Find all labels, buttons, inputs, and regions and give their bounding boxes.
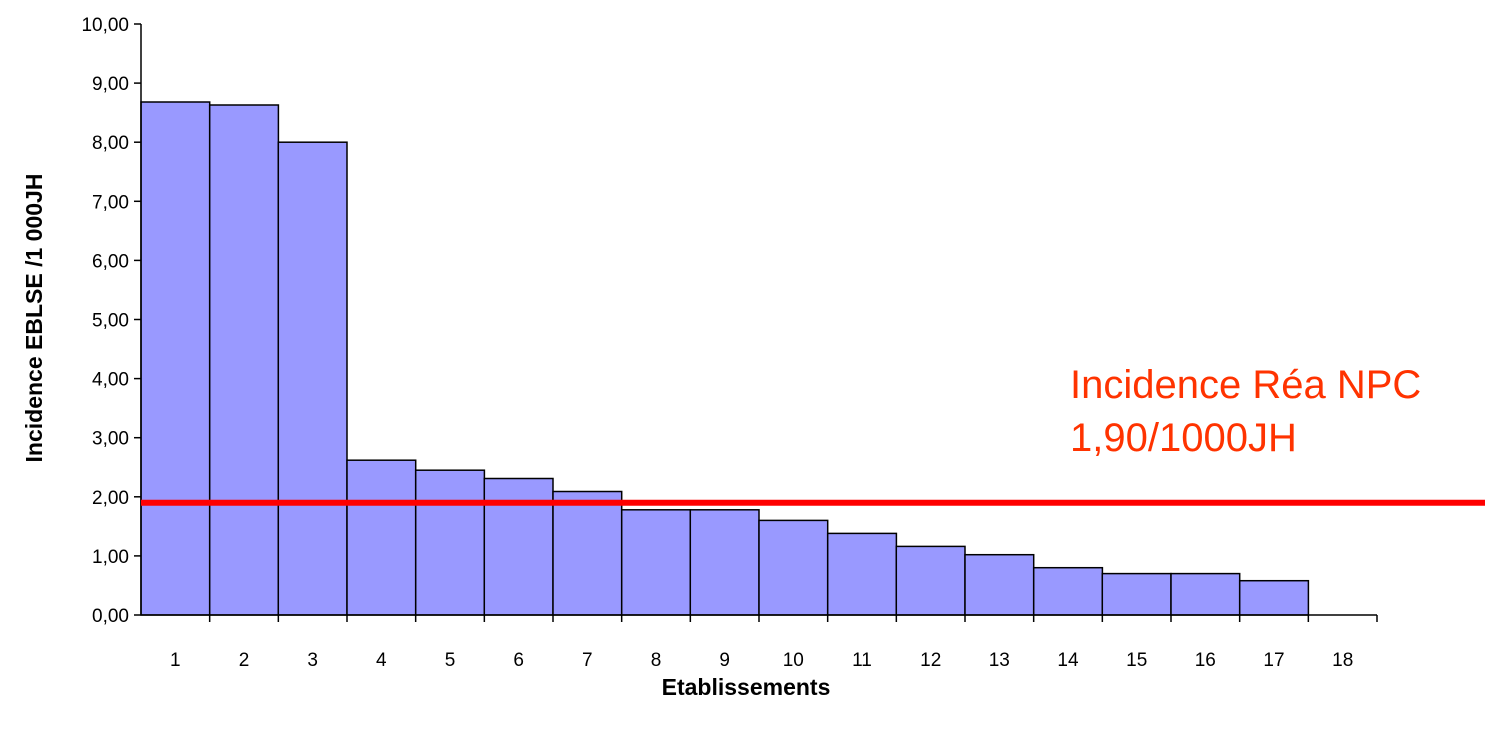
x-tick-label: 9 (719, 650, 730, 671)
x-tick-label: 6 (513, 650, 524, 671)
x-tick-label: 17 (1263, 650, 1284, 671)
y-tick-label: 8,00 (92, 133, 129, 154)
bar-14 (1032, 566, 1104, 616)
bar-2 (208, 104, 280, 616)
reference-line-label: Incidence Réa NPC (1070, 363, 1421, 407)
x-tick-label: 11 (852, 650, 872, 671)
bar-6 (483, 477, 554, 616)
x-tick-label: 2 (239, 650, 250, 671)
y-tick-label: 4,00 (92, 370, 129, 391)
bar-7 (552, 490, 623, 616)
bar-9 (689, 509, 760, 616)
y-tick-label: 2,00 (92, 488, 129, 509)
bar-3 (277, 141, 348, 616)
x-tick-label: 14 (1057, 650, 1079, 671)
x-axis-title: Etablissements (662, 674, 831, 700)
bar-16 (1170, 572, 1241, 616)
y-tick-label: 3,00 (92, 429, 129, 450)
y-tick-label: 9,00 (92, 74, 129, 95)
y-tick-label: 10,00 (81, 15, 129, 36)
x-tick-label: 8 (651, 650, 662, 671)
x-tick-label: 15 (1126, 650, 1147, 671)
x-tick-label: 16 (1195, 650, 1216, 671)
y-ticks: 0,00 1,00 2,00 3,00 4,00 5,00 6,00 7,00 8,00 9,00… (81, 15, 141, 627)
x-ticks: 1 2 3 4 5 6 7 8 9 10 11 12 13 14 15 16 17 18 (170, 615, 1378, 671)
bars (140, 101, 1310, 616)
y-tick-label: 5,00 (92, 311, 129, 332)
y-tick-label: 1,00 (92, 547, 129, 568)
x-tick-label: 10 (783, 650, 804, 671)
bar-12 (895, 545, 966, 616)
bar-17 (1238, 579, 1310, 616)
bar-10 (758, 519, 829, 616)
y-tick-label: 6,00 (92, 251, 129, 272)
x-tick-label: 4 (376, 650, 387, 671)
x-tick-label: 18 (1332, 650, 1353, 671)
x-tick-label: 12 (920, 650, 941, 671)
y-axis-title: Incidence EBLSE /1 000JH (21, 174, 47, 463)
x-tick-label: 7 (582, 650, 593, 671)
bar-13 (964, 553, 1035, 616)
reference-line-value-label: 1,90/1000JH (1070, 416, 1297, 460)
x-tick-label: 13 (989, 650, 1010, 671)
x-tick-label: 3 (307, 650, 318, 671)
y-tick-label: 0,00 (92, 606, 129, 627)
bar-5 (414, 469, 486, 616)
x-tick-label: 5 (445, 650, 456, 671)
y-tick-label: 7,00 (92, 192, 129, 213)
bar-4 (346, 459, 417, 616)
x-tick-label: 1 (170, 650, 181, 671)
bar-1 (140, 101, 211, 616)
bar-15 (1101, 572, 1172, 616)
bar-11 (826, 532, 898, 616)
bar-8 (620, 509, 692, 616)
